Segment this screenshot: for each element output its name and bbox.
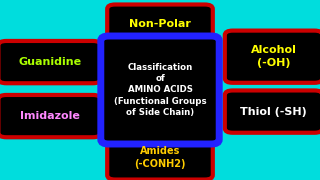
FancyBboxPatch shape (107, 4, 213, 44)
FancyBboxPatch shape (225, 91, 320, 133)
FancyBboxPatch shape (107, 135, 213, 180)
Text: Classification
of
AMINO ACIDS
(Functional Groups
of Side Chain): Classification of AMINO ACIDS (Functiona… (114, 63, 206, 117)
Text: Thiol (-SH): Thiol (-SH) (240, 107, 307, 117)
Text: Guanidine: Guanidine (18, 57, 81, 67)
Text: Imidazole: Imidazole (20, 111, 80, 121)
FancyBboxPatch shape (0, 41, 101, 83)
FancyBboxPatch shape (225, 31, 320, 83)
Text: Non-Polar: Non-Polar (129, 19, 191, 29)
Text: Amides
(-CONH2): Amides (-CONH2) (134, 146, 186, 169)
FancyBboxPatch shape (101, 36, 219, 144)
FancyBboxPatch shape (0, 95, 101, 137)
Text: Alcohol
(-OH): Alcohol (-OH) (251, 46, 297, 68)
